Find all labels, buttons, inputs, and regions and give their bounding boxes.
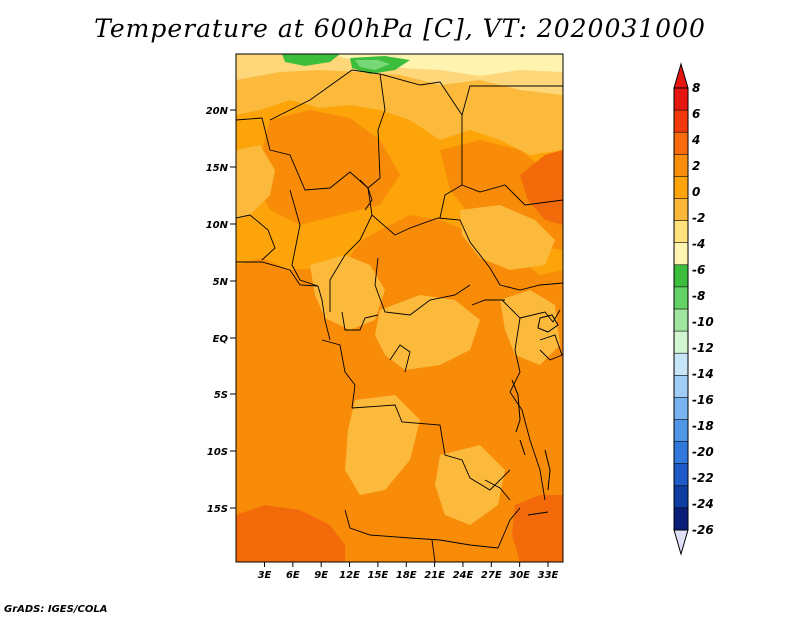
colorbar-swatch bbox=[674, 397, 688, 420]
colorbar-swatch bbox=[674, 154, 688, 177]
x-axis: 3E 6E 9E 12E 15E 18E 21E 24E 27E 30E 33E bbox=[258, 562, 559, 581]
map-title: Temperature at 600hPa [C], VT: 202003100… bbox=[94, 14, 706, 43]
y-tick-label: 15N bbox=[206, 163, 229, 174]
colorbar-label: -10 bbox=[692, 315, 714, 329]
colorbar-label: 2 bbox=[692, 159, 700, 173]
y-axis: 20N 15N 10N 5N EQ 5S 10S 15S bbox=[206, 106, 236, 515]
colorbar-label: 0 bbox=[692, 185, 700, 199]
x-tick-label: 24E bbox=[453, 570, 474, 581]
country-borders bbox=[236, 69, 563, 562]
x-tick-label: 18E bbox=[396, 570, 417, 581]
colorbar-swatch bbox=[674, 485, 688, 509]
map-plot-area bbox=[236, 54, 563, 562]
colorbar-swatch bbox=[674, 88, 688, 111]
colorbar-swatch bbox=[674, 110, 688, 133]
colorbar-label: -6 bbox=[692, 263, 705, 277]
hot-region-southwest bbox=[236, 505, 345, 562]
x-tick-label: 21E bbox=[424, 570, 445, 581]
colorbar-label: 6 bbox=[692, 107, 700, 121]
colorbar-swatch bbox=[674, 220, 688, 243]
y-tick-label: 10S bbox=[207, 447, 228, 458]
x-tick-label: 30E bbox=[509, 570, 530, 581]
colorbar-label: -16 bbox=[692, 393, 714, 407]
cool-region-west bbox=[236, 145, 275, 220]
lakes bbox=[511, 314, 559, 516]
colorbar-swatch bbox=[674, 309, 688, 332]
colorbar-label: -2 bbox=[692, 211, 705, 225]
colorbar-swatch bbox=[674, 507, 688, 531]
colorbar-label: 4 bbox=[691, 133, 700, 147]
colorbar-swatch bbox=[674, 286, 688, 310]
colorbar-swatch bbox=[674, 132, 688, 155]
colorbar-label: -26 bbox=[692, 523, 714, 537]
green-region-north bbox=[282, 54, 340, 66]
y-tick-label: 15S bbox=[207, 504, 228, 515]
x-tick-label: 9E bbox=[314, 570, 328, 581]
colorbar-swatch bbox=[674, 375, 688, 398]
x-tick-label: 33E bbox=[538, 570, 559, 581]
colorbar-label: -22 bbox=[692, 471, 714, 485]
cool-region-center bbox=[310, 255, 385, 330]
warm-region-north bbox=[255, 110, 400, 225]
colorbar-swatch bbox=[674, 331, 688, 354]
x-tick-label: 15E bbox=[368, 570, 389, 581]
colorbar-under-arrow bbox=[673, 529, 689, 556]
x-tick-label: 27E bbox=[481, 570, 502, 581]
y-tick-label: 5N bbox=[213, 277, 229, 288]
colorbar-label: -24 bbox=[692, 497, 714, 511]
colorbar-label: -8 bbox=[692, 289, 705, 303]
y-tick-label: 20N bbox=[206, 106, 229, 117]
colorbar-swatch bbox=[674, 264, 688, 288]
cool-region-east bbox=[460, 205, 555, 270]
colorbar-swatch bbox=[674, 419, 688, 442]
x-tick-label: 6E bbox=[286, 570, 300, 581]
lightgreen-region-north bbox=[355, 60, 390, 70]
hot-region-east bbox=[520, 150, 563, 225]
y-tick-label: EQ bbox=[213, 334, 229, 345]
y-tick-label: 5S bbox=[214, 390, 228, 401]
cool-region-southeast bbox=[435, 445, 505, 525]
colorbar-swatch bbox=[674, 242, 688, 266]
colorbar-swatch bbox=[674, 176, 688, 199]
y-tick-label: 10N bbox=[206, 220, 229, 231]
colorbar-swatch bbox=[674, 353, 688, 376]
colorbar: 8 6 4 2 0 -2 -4 -6 -8 -10 -12 -14 -16 -18 -20 -22 -24 -26 bbox=[673, 62, 714, 556]
grads-credit: GrADS: IGES/COLA bbox=[4, 604, 108, 615]
colorbar-label: -4 bbox=[692, 237, 705, 251]
colorbar-label: -20 bbox=[692, 445, 714, 459]
colorbar-swatch bbox=[674, 463, 688, 487]
x-tick-label: 3E bbox=[258, 570, 272, 581]
colorbar-over-arrow bbox=[673, 62, 689, 89]
hot-region-mozambique bbox=[512, 495, 563, 562]
plot-frame bbox=[235, 53, 564, 563]
colorbar-label: -18 bbox=[692, 419, 714, 433]
colorbar-label: -12 bbox=[692, 341, 714, 355]
cool-region-highland bbox=[500, 290, 560, 365]
colorbar-label: -14 bbox=[692, 367, 714, 381]
colorbar-label: 8 bbox=[692, 81, 700, 95]
x-tick-label: 12E bbox=[339, 570, 360, 581]
colorbar-swatch bbox=[674, 441, 688, 464]
colorbar-swatch bbox=[674, 198, 688, 221]
